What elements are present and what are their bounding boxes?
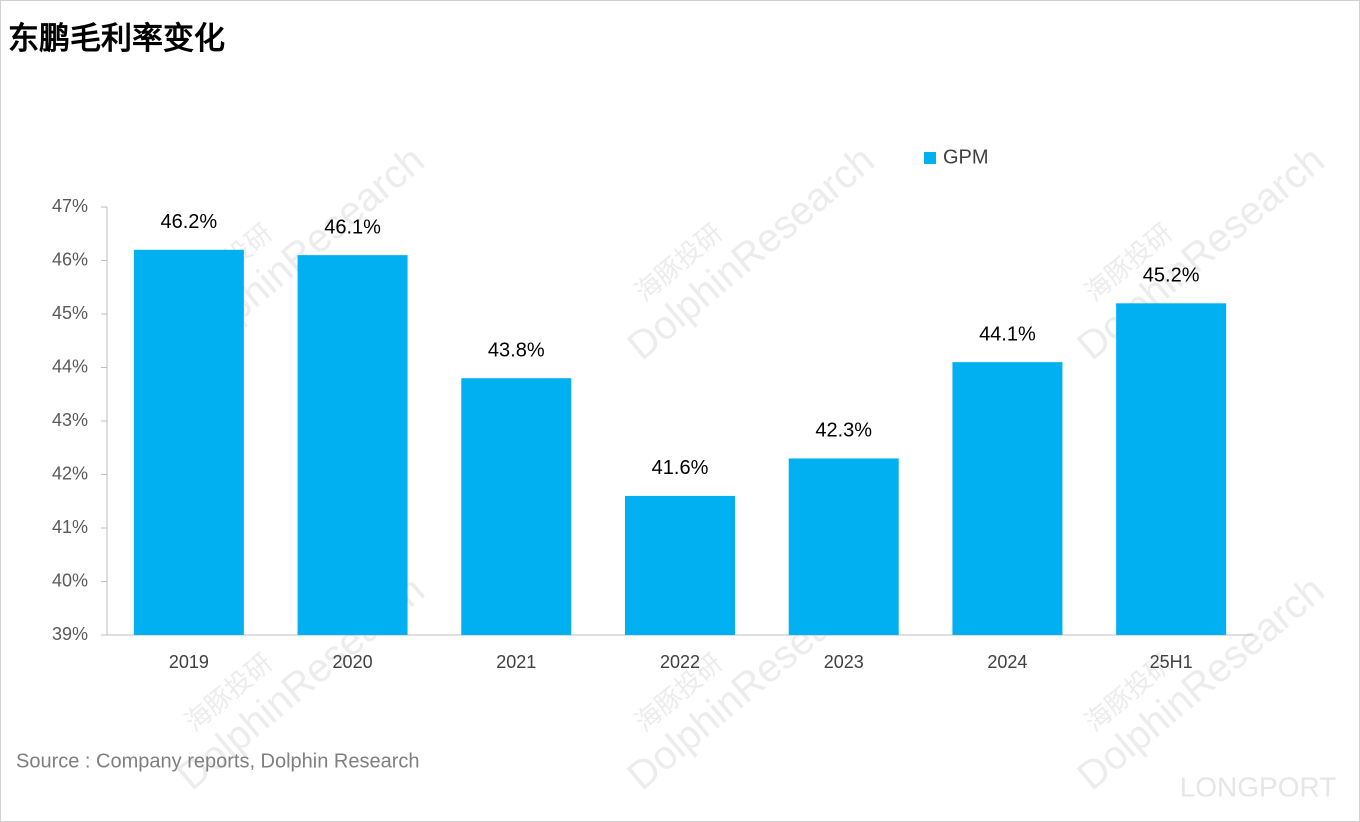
watermark-brand: LONGPORT <box>1180 771 1337 802</box>
chart-title: 东鹏毛利率变化 <box>8 21 225 56</box>
y-tick-label: 46% <box>52 249 88 269</box>
y-tick-label: 42% <box>52 463 88 483</box>
value-label: 44.1% <box>979 323 1036 345</box>
bar <box>952 362 1063 635</box>
value-label: 46.2% <box>160 211 217 233</box>
x-tick-label: 25H1 <box>1150 652 1193 672</box>
y-tick-label: 43% <box>52 410 88 430</box>
x-tick-label: 2023 <box>824 652 864 672</box>
legend-swatch <box>924 152 936 164</box>
value-label: 46.1% <box>324 216 381 238</box>
value-label: 45.2% <box>1143 265 1200 287</box>
value-label: 43.8% <box>488 339 545 361</box>
bar <box>133 249 244 636</box>
legend-label: GPM <box>943 146 989 168</box>
bar <box>788 458 899 635</box>
y-tick-label: 45% <box>52 303 88 323</box>
x-tick-label: 2021 <box>496 652 536 672</box>
y-tick-label: 41% <box>52 517 88 537</box>
value-label: 42.3% <box>815 420 872 442</box>
y-tick-label: 39% <box>52 624 88 644</box>
y-tick-label: 44% <box>52 356 88 376</box>
source: Source : Company reports, Dolphin Resear… <box>16 750 420 772</box>
bar <box>297 255 408 635</box>
bar <box>625 495 735 635</box>
bar <box>461 378 572 635</box>
x-tick-label: 2020 <box>333 652 373 672</box>
x-tick-label: 2024 <box>987 652 1027 672</box>
x-tick-label: 2019 <box>169 652 209 672</box>
y-tick-label: 40% <box>52 570 88 590</box>
x-tick-label: 2022 <box>660 652 700 672</box>
bar <box>1116 303 1227 635</box>
y-tick-label: 47% <box>52 196 88 216</box>
value-label: 41.6% <box>652 457 709 479</box>
